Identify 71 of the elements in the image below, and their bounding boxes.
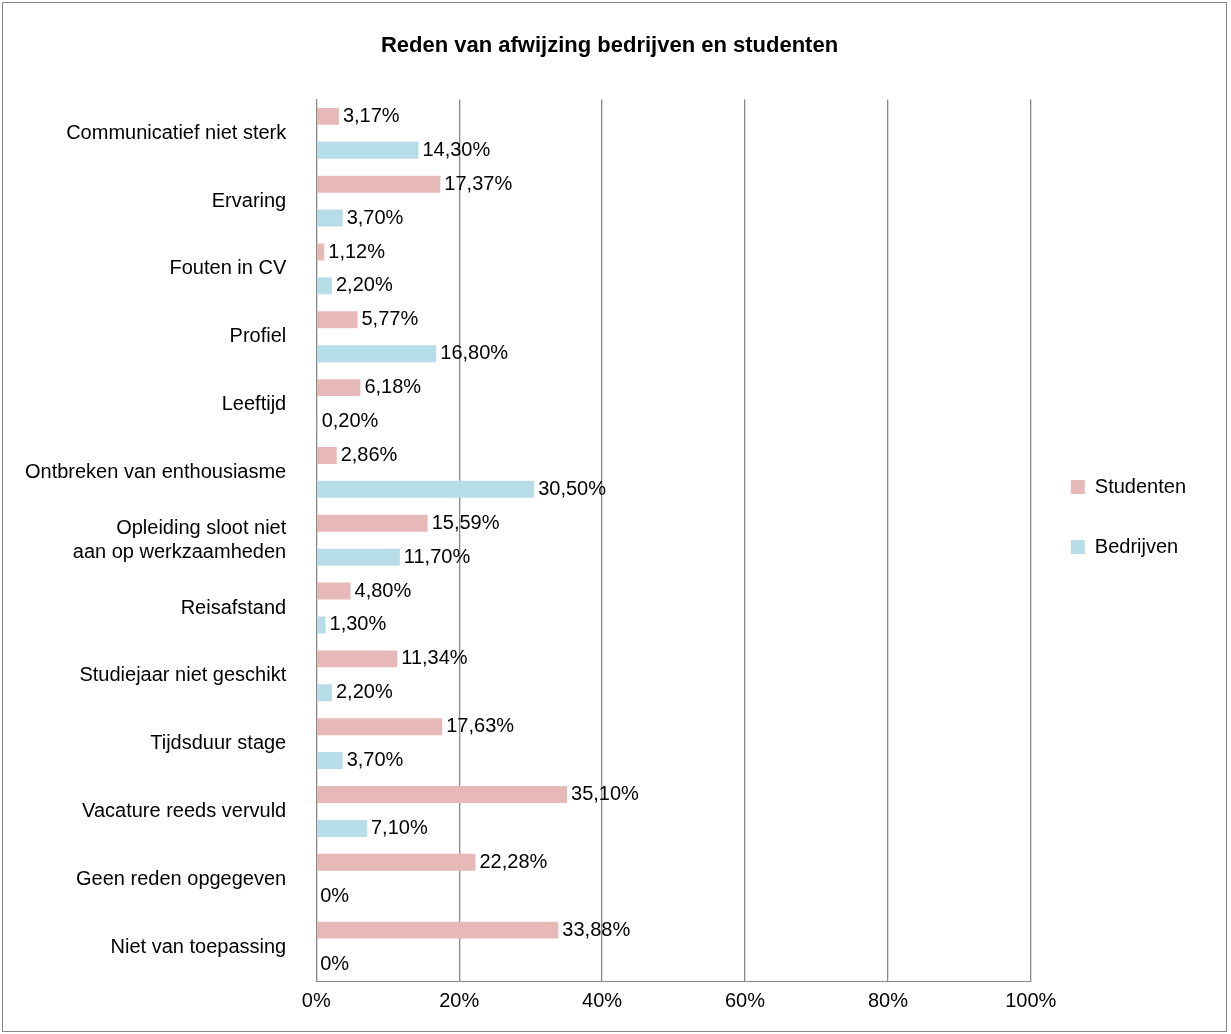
x-tick-label: 40%	[582, 988, 623, 1011]
bar	[316, 853, 476, 871]
bar	[316, 379, 361, 397]
x-tick-label: 20%	[439, 988, 480, 1011]
y-tick-label: Reisafstand	[180, 595, 287, 618]
data-label: 11,70%	[403, 544, 471, 567]
bar	[316, 786, 568, 803]
bar	[316, 141, 419, 159]
data-label: 17,37%	[444, 171, 513, 194]
data-label: 5,77%	[361, 307, 419, 330]
y-tick-label: Ervaring	[211, 188, 287, 211]
data-label: 6,18%	[364, 375, 422, 398]
y-tick-label: Profiel	[229, 324, 287, 347]
data-label: 17,63%	[446, 714, 515, 737]
y-tick-label: Studiejaar niet geschikt	[79, 663, 287, 686]
y-tick-label: Communicatief niet sterk	[66, 120, 288, 143]
bar	[316, 650, 398, 668]
bar	[316, 209, 343, 227]
bar	[316, 752, 343, 770]
bar	[316, 345, 437, 363]
data-label: 35,10%	[571, 782, 640, 805]
chart-title: Reden van afwijzing bedrijven en studenten	[380, 32, 839, 58]
data-label: 11,34%	[401, 646, 468, 669]
bar	[316, 277, 332, 295]
data-label: 14,30%	[422, 137, 491, 160]
data-label: 1,12%	[328, 239, 386, 262]
data-label: 4,80%	[354, 578, 412, 601]
bar	[316, 582, 351, 600]
y-tick-label: Fouten in CV	[169, 256, 287, 279]
x-tick-label: 100%	[1005, 988, 1057, 1011]
data-label: 1,30%	[329, 612, 387, 635]
data-label: 3,70%	[346, 748, 404, 771]
bar	[316, 446, 337, 464]
bar	[316, 616, 326, 634]
y-tick-label: Leeftijd	[221, 392, 287, 415]
data-label: 22,28%	[479, 849, 548, 872]
data-label: 0,20%	[321, 409, 379, 432]
x-tick-label: 0%	[301, 988, 331, 1011]
y-tick-label: Vacature reeds vervuld	[82, 798, 287, 821]
bar	[316, 684, 332, 702]
data-label: 30,50%	[538, 476, 607, 499]
data-label: 2,20%	[335, 680, 393, 703]
data-label: 7,10%	[370, 815, 428, 838]
bar	[316, 514, 428, 532]
bar	[316, 175, 441, 193]
legend-label: Studenten	[1094, 474, 1187, 497]
data-label: 2,20%	[335, 273, 393, 296]
y-tick-label: Niet van toepassing	[110, 934, 287, 957]
data-label: 3,70%	[346, 205, 404, 228]
x-tick-label: 60%	[724, 988, 766, 1011]
y-tick-label: Ontbreken van enthousiasme	[24, 459, 287, 482]
bar	[316, 718, 443, 736]
bar	[316, 548, 400, 566]
y-tick-label: Geen reden opgegeven	[76, 866, 287, 889]
data-label: 3,17%	[342, 103, 400, 126]
data-label: 33,88%	[562, 917, 631, 940]
data-label: 0%	[320, 883, 350, 906]
data-label: 16,80%	[440, 341, 509, 364]
legend-label: Bedrijven	[1094, 534, 1179, 557]
data-label: 2,86%	[340, 442, 398, 465]
x-tick-label: 80%	[867, 988, 909, 1011]
bar	[316, 107, 339, 125]
data-label: 0%	[320, 951, 350, 974]
bar	[316, 480, 535, 498]
bar	[316, 819, 367, 837]
bar	[316, 243, 325, 261]
data-label: 15,59%	[431, 510, 500, 533]
bar	[316, 921, 559, 939]
y-tick-label: Tijdsduur stage	[150, 731, 287, 754]
y-tick-label: Opleiding sloot niet aan op werkzaamheden	[72, 515, 287, 562]
bar	[316, 311, 358, 329]
